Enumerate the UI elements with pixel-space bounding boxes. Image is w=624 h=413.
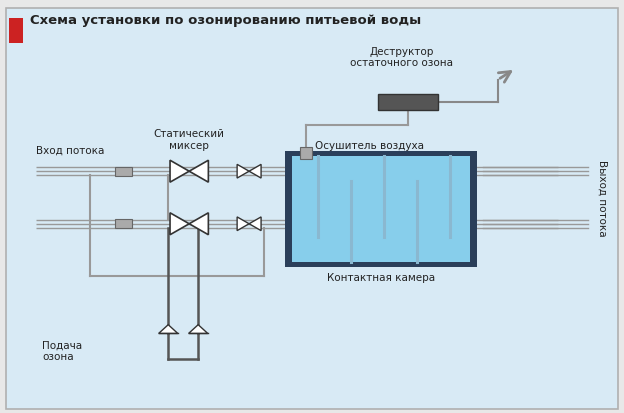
Polygon shape	[170, 160, 189, 182]
Text: Выход потока: Выход потока	[598, 160, 608, 237]
Polygon shape	[158, 325, 178, 333]
Polygon shape	[189, 160, 208, 182]
Text: Вход потока: Вход потока	[36, 145, 105, 155]
Text: Схема установки по озонированию питьевой воды: Схема установки по озонированию питьевой…	[30, 14, 421, 27]
Bar	[115, 219, 132, 228]
Text: Осушитель воздуха: Осушитель воздуха	[315, 141, 424, 151]
Polygon shape	[188, 325, 208, 333]
Polygon shape	[170, 213, 189, 235]
Text: Подача
озона: Подача озона	[42, 340, 82, 362]
Bar	[285, 151, 477, 267]
Text: Контактная камера: Контактная камера	[327, 273, 435, 282]
Polygon shape	[249, 217, 261, 230]
Text: Статический
миксер: Статический миксер	[154, 129, 225, 151]
Polygon shape	[237, 217, 249, 230]
Polygon shape	[237, 164, 249, 178]
Bar	[378, 93, 438, 109]
Text: Деструктор
остаточного озона: Деструктор остаточного озона	[350, 47, 454, 69]
Bar	[292, 156, 469, 262]
Polygon shape	[189, 213, 208, 235]
Polygon shape	[249, 164, 261, 178]
Bar	[115, 166, 132, 176]
Bar	[300, 147, 312, 159]
